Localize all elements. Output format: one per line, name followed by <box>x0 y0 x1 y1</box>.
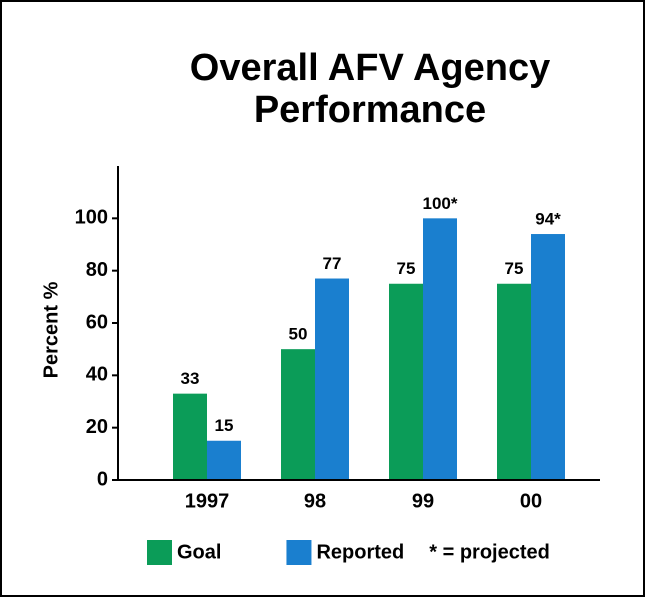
x-tick-label: 98 <box>304 490 326 512</box>
annotation: * = projected <box>429 541 550 563</box>
data-label: 77 <box>323 254 342 273</box>
bar <box>173 393 207 480</box>
x-tick-label: 00 <box>520 490 542 512</box>
data-label: 50 <box>289 325 308 344</box>
x-tick-label: 99 <box>412 490 434 512</box>
legend-label: Goal <box>177 541 221 563</box>
legend-swatch <box>147 540 172 565</box>
legend-label: Reported <box>316 541 404 563</box>
chart-title: Overall AFV Agency <box>190 47 550 89</box>
data-label: 75 <box>397 259 416 278</box>
y-axis-label: Percent % <box>40 281 62 378</box>
y-tick-label: 20 <box>86 416 108 438</box>
bar <box>207 440 241 480</box>
data-label: 33 <box>181 369 200 388</box>
bar <box>389 283 423 480</box>
y-tick-label: 80 <box>86 259 108 281</box>
bar <box>315 278 349 480</box>
bar <box>281 349 315 480</box>
data-label: 94* <box>535 210 561 229</box>
data-label: 15 <box>215 416 234 435</box>
y-tick-label: 60 <box>86 311 108 333</box>
y-tick-label: 100 <box>75 207 108 229</box>
y-tick-label: 0 <box>97 468 108 490</box>
chart-title: Performance <box>254 89 486 131</box>
x-tick-label: 1997 <box>185 490 230 512</box>
bar <box>423 218 457 481</box>
bar <box>497 283 531 480</box>
legend-swatch <box>286 540 312 565</box>
bar <box>531 234 565 480</box>
data-label: 75 <box>505 259 524 278</box>
y-tick-label: 40 <box>86 364 108 386</box>
data-label: 100* <box>423 194 458 213</box>
